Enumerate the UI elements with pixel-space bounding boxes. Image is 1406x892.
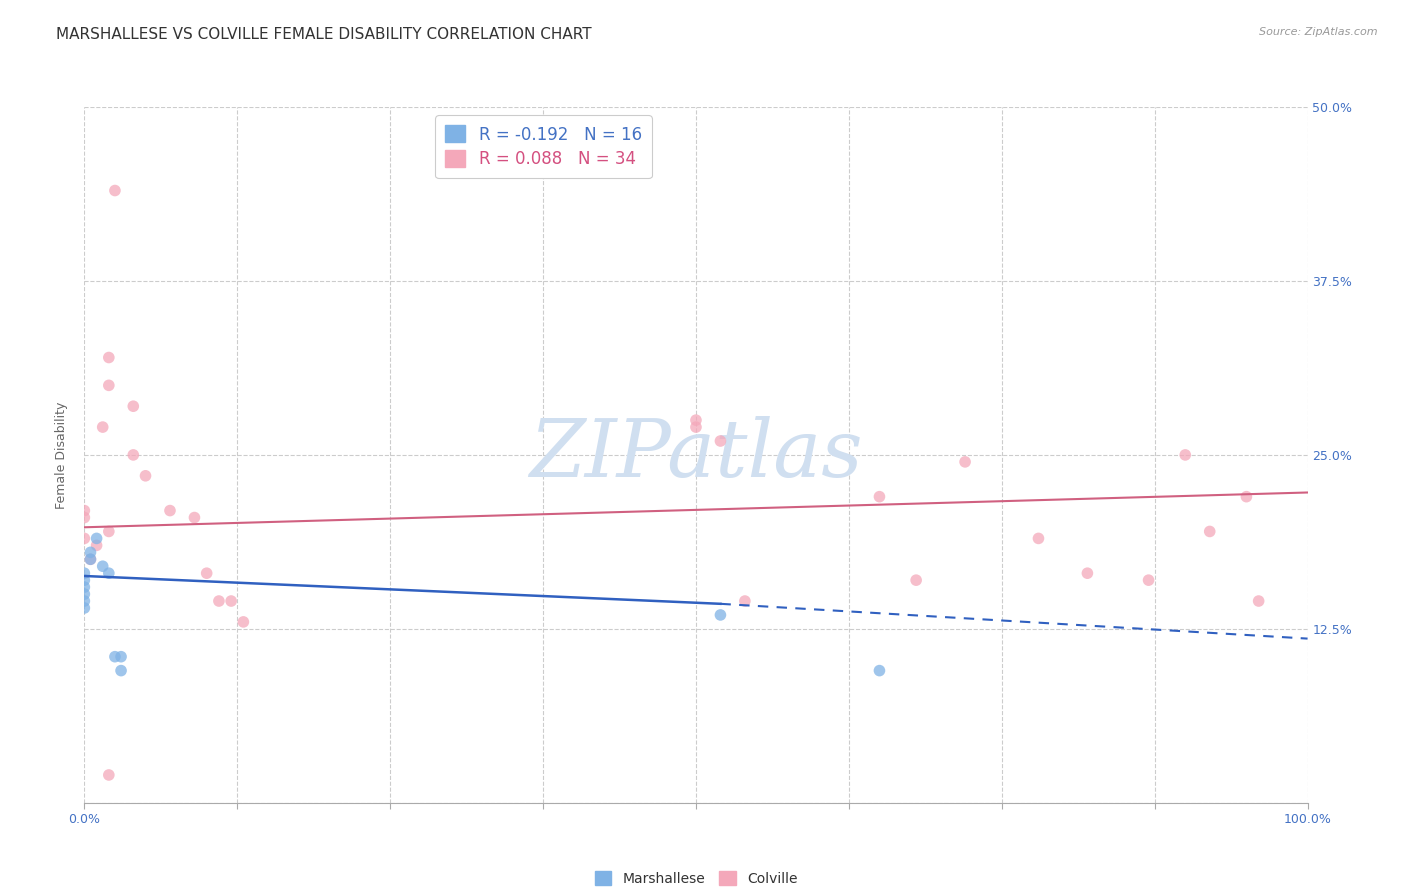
Point bbox=[1198, 524, 1220, 539]
Point bbox=[86, 532, 108, 546]
Point bbox=[709, 607, 731, 622]
Point bbox=[79, 552, 101, 566]
Y-axis label: Female Disability: Female Disability bbox=[55, 401, 69, 508]
Point bbox=[232, 615, 254, 629]
Point bbox=[73, 580, 96, 594]
Text: Source: ZipAtlas.com: Source: ZipAtlas.com bbox=[1260, 27, 1378, 37]
Point bbox=[1076, 566, 1098, 581]
Point bbox=[1247, 594, 1270, 608]
Point bbox=[73, 566, 96, 581]
Point bbox=[79, 552, 101, 566]
Point bbox=[183, 510, 205, 524]
Point bbox=[1236, 490, 1258, 504]
Point bbox=[734, 594, 756, 608]
Point bbox=[159, 503, 181, 517]
Point bbox=[110, 664, 132, 678]
Point bbox=[208, 594, 231, 608]
Text: ZIPatlas: ZIPatlas bbox=[529, 417, 863, 493]
Point bbox=[122, 448, 145, 462]
Point bbox=[73, 587, 96, 601]
Point bbox=[97, 351, 120, 365]
Point bbox=[86, 538, 108, 552]
Point bbox=[73, 510, 96, 524]
Point bbox=[110, 649, 132, 664]
Text: MARSHALLESE VS COLVILLE FEMALE DISABILITY CORRELATION CHART: MARSHALLESE VS COLVILLE FEMALE DISABILIT… bbox=[56, 27, 592, 42]
Point bbox=[79, 545, 101, 559]
Point bbox=[685, 420, 707, 434]
Point bbox=[869, 664, 891, 678]
Point bbox=[104, 649, 127, 664]
Point bbox=[685, 413, 707, 427]
Point bbox=[905, 573, 928, 587]
Point bbox=[953, 455, 976, 469]
Point bbox=[97, 566, 120, 581]
Point bbox=[709, 434, 731, 448]
Point bbox=[73, 503, 96, 517]
Point bbox=[73, 573, 96, 587]
Point bbox=[91, 559, 114, 574]
Point bbox=[195, 566, 218, 581]
Point bbox=[135, 468, 157, 483]
Point bbox=[1174, 448, 1197, 462]
Point bbox=[869, 490, 891, 504]
Point bbox=[1137, 573, 1160, 587]
Point bbox=[97, 524, 120, 539]
Point bbox=[97, 378, 120, 392]
Point bbox=[73, 532, 96, 546]
Legend: Marshallese, Colville: Marshallese, Colville bbox=[589, 865, 803, 891]
Point bbox=[1028, 532, 1050, 546]
Point bbox=[97, 768, 120, 782]
Point bbox=[104, 184, 127, 198]
Point bbox=[122, 399, 145, 413]
Point bbox=[219, 594, 242, 608]
Point bbox=[73, 594, 96, 608]
Point bbox=[91, 420, 114, 434]
Point bbox=[73, 601, 96, 615]
